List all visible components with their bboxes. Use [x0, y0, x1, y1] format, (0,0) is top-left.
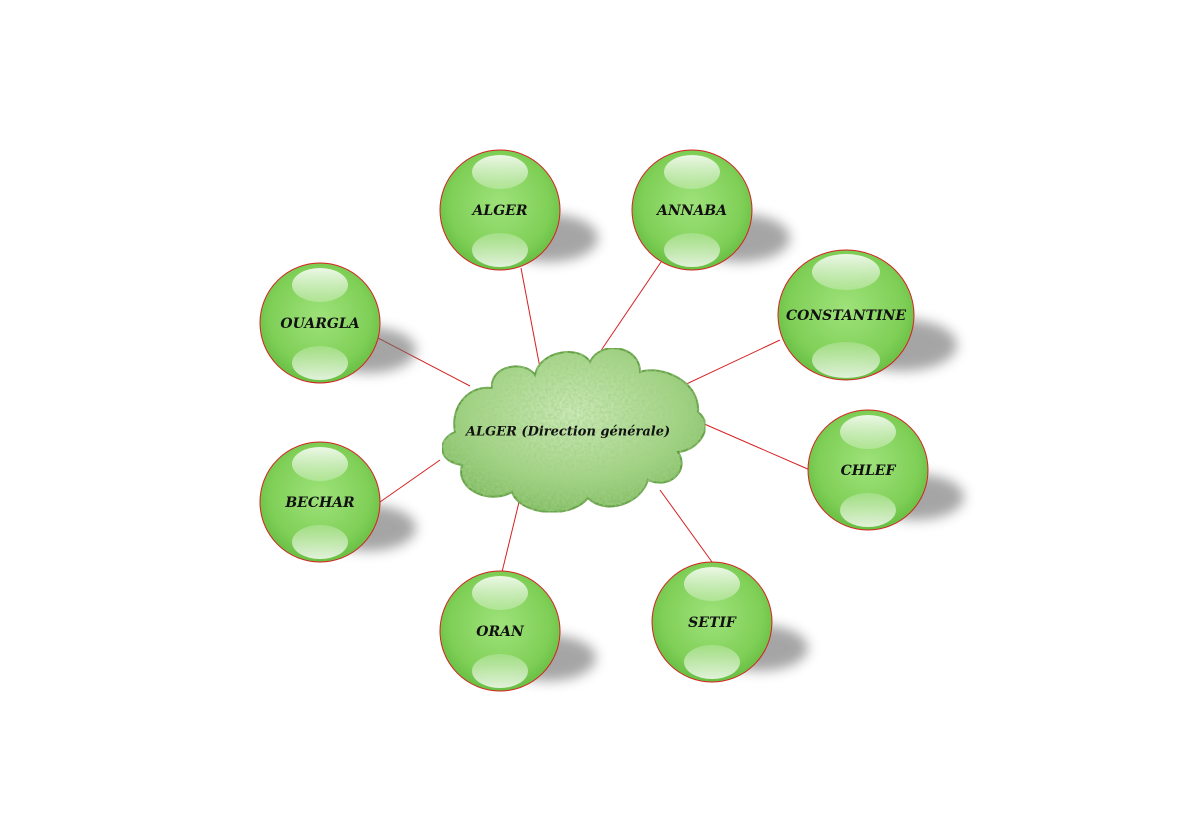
- node-label-oran: ORAN: [476, 624, 525, 640]
- connector-bechar: [379, 459, 441, 503]
- connector-annaba: [599, 261, 662, 353]
- connector-alger: [520, 267, 541, 369]
- node-constantine: CONSTANTINE: [777, 249, 957, 381]
- central-node-label: ALGER (Direction générale): [464, 425, 670, 440]
- node-label-alger: ALGER: [471, 203, 528, 219]
- node-label-constantine: CONSTANTINE: [786, 308, 906, 324]
- node-annaba: ANNABA: [631, 149, 790, 271]
- node-label-setif: SETIF: [688, 615, 737, 631]
- node-label-bechar: BECHAR: [284, 495, 354, 511]
- connector-lines: [377, 261, 811, 573]
- node-setif: SETIF: [651, 561, 808, 683]
- connector-setif: [659, 489, 713, 563]
- central-cloud: ALGER (Direction générale): [441, 347, 707, 514]
- node-label-annaba: ANNABA: [655, 203, 727, 219]
- node-oran: ORAN: [439, 570, 596, 692]
- node-chlef: CHLEF: [807, 409, 964, 531]
- node-alger: ALGER: [439, 149, 598, 271]
- connector-constantine: [679, 339, 781, 388]
- node-ouargla: OUARGLA: [259, 262, 416, 384]
- region-nodes: ALGER ANNABA CONSTANTINE CHLEF: [259, 149, 964, 692]
- node-bechar: BECHAR: [259, 441, 416, 563]
- connector-oran: [501, 497, 521, 573]
- node-label-ouargla: OUARGLA: [280, 316, 359, 332]
- node-label-chlef: CHLEF: [841, 463, 897, 479]
- connector-chlef: [701, 422, 811, 471]
